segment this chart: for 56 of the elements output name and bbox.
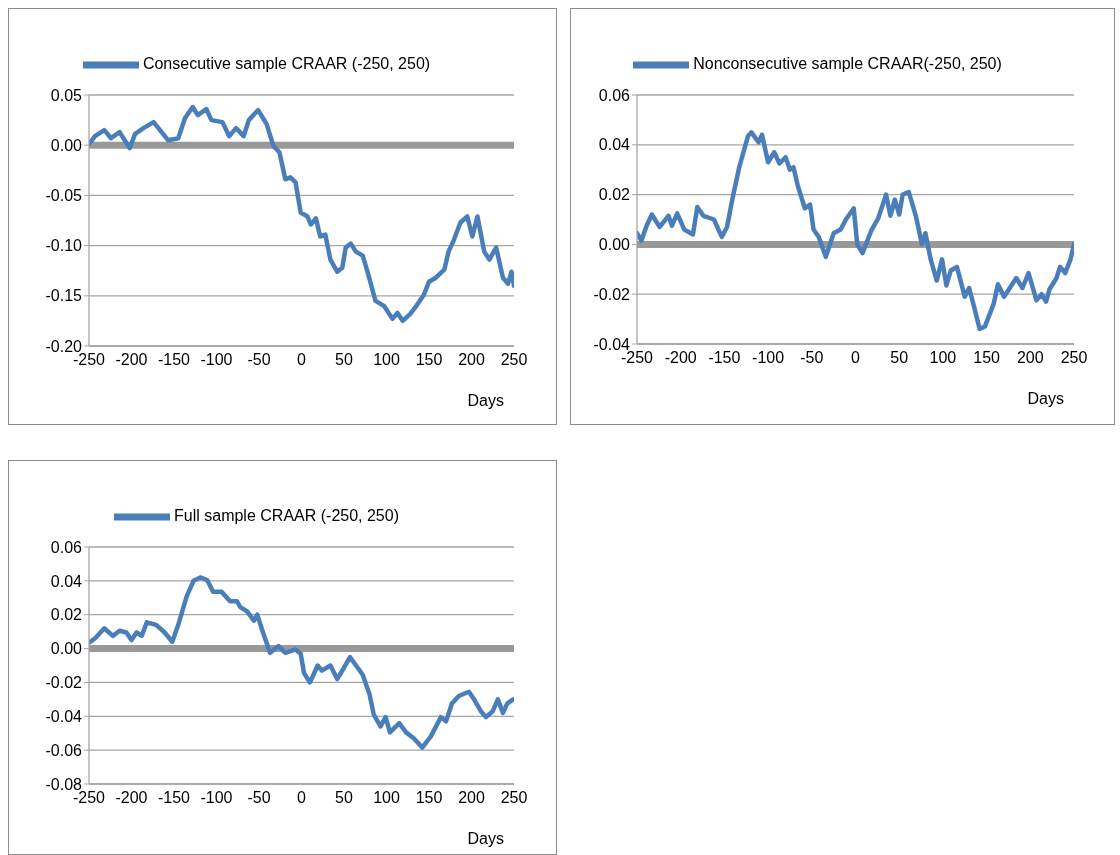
legend-label: Consecutive sample CRAAR (-250, 250) <box>142 55 431 73</box>
x-tick-label: 200 <box>1016 349 1044 367</box>
y-tick-label: -0.02 <box>593 285 631 303</box>
y-tick-label: -0.02 <box>45 674 83 692</box>
x-tick-label: 200 <box>458 351 485 369</box>
x-tick-label: 0 <box>297 351 307 369</box>
x-tick-label: 0 <box>297 789 307 807</box>
x-tick-label: -50 <box>247 789 271 807</box>
x-tick-label: 250 <box>1060 349 1088 367</box>
x-tick-label: -150 <box>708 349 741 367</box>
x-tick-label: -200 <box>664 349 697 367</box>
x-tick-label: 50 <box>335 351 353 369</box>
y-tick-label: -0.05 <box>45 187 83 205</box>
y-tick-label: 0.05 <box>50 86 83 104</box>
x-tick-label: -150 <box>157 351 191 369</box>
x-tick-label: -250 <box>72 351 106 369</box>
x-tick-label: 100 <box>929 349 957 367</box>
x-tick-label: -150 <box>157 789 191 807</box>
legend-label: Nonconsecutive sample CRAAR(-250, 250) <box>693 55 1002 73</box>
x-tick-label: -100 <box>200 351 233 369</box>
x-tick-label: 150 <box>415 789 443 807</box>
x-tick-label: 250 <box>500 351 528 369</box>
x-axis-title: Days <box>467 392 504 409</box>
x-tick-label: -100 <box>200 789 233 807</box>
y-tick-label: -0.15 <box>45 287 83 305</box>
x-tick-label: -50 <box>800 349 824 367</box>
x-tick-label: 50 <box>335 789 353 807</box>
y-tick-label: -0.06 <box>45 741 83 759</box>
y-tick-label: 0.02 <box>50 606 83 624</box>
y-tick-label: 0.06 <box>598 86 631 104</box>
y-tick-label: 0.04 <box>598 136 631 154</box>
y-tick-label: 0.04 <box>50 572 83 590</box>
x-tick-label: 100 <box>373 351 400 369</box>
x-tick-label: -250 <box>620 349 654 367</box>
y-tick-label: 0.06 <box>50 538 83 556</box>
x-tick-label: 150 <box>415 351 443 369</box>
y-tick-label: 0.00 <box>50 640 83 658</box>
x-tick-label: -200 <box>115 789 148 807</box>
x-tick-label: -250 <box>72 789 106 807</box>
x-tick-label: 250 <box>500 789 528 807</box>
x-tick-label: 0 <box>851 349 861 367</box>
x-tick-label: 150 <box>973 349 1001 367</box>
y-tick-label: 0.02 <box>598 186 631 204</box>
x-tick-label: 200 <box>458 789 485 807</box>
y-tick-label: -0.04 <box>45 707 83 725</box>
x-tick-label: -50 <box>247 351 271 369</box>
x-tick-label: 50 <box>890 349 909 367</box>
legend-label: Full sample CRAAR (-250, 250) <box>174 507 399 525</box>
x-tick-label: -200 <box>115 351 148 369</box>
y-tick-label: 0.00 <box>50 136 83 154</box>
x-axis-title: Days <box>467 830 504 847</box>
x-axis-title: Days <box>1027 390 1064 407</box>
x-tick-label: 100 <box>373 789 400 807</box>
x-tick-label: -100 <box>752 349 785 367</box>
y-tick-label: 0.00 <box>598 236 631 254</box>
y-tick-label: -0.10 <box>45 237 83 255</box>
